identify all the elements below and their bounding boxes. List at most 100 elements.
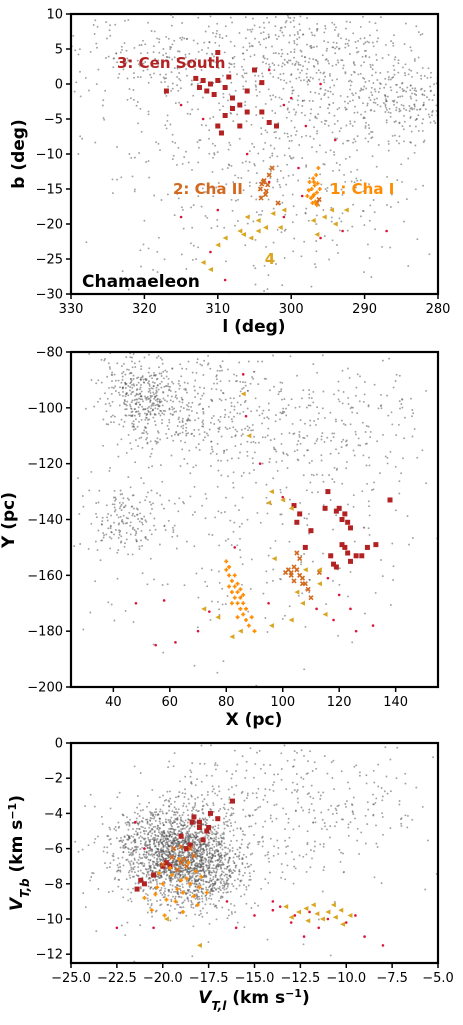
field-star-point [161,853,163,856]
field-star-point [207,354,210,357]
field-star-point [352,449,355,452]
field-star-point [163,884,166,887]
field-star-point [116,870,118,873]
field-star-point [199,872,201,875]
field-star-point [313,419,316,422]
field-star-point [168,418,171,421]
field-star-point [142,853,145,856]
field-star-point [171,831,174,834]
field-star-point [354,92,357,95]
field-star-point [221,887,224,890]
field-star-point [202,439,205,442]
field-star-point [163,525,166,528]
field-star-point [251,457,254,460]
field-star-point [217,810,220,812]
field-star-point [299,15,302,18]
x-member-point [297,556,303,562]
field-star-point [215,888,217,891]
field-star-point [182,906,185,909]
field-star-point [321,474,324,477]
field-star-point [209,894,212,897]
field-star-point [159,438,162,441]
field-star-point [298,435,301,438]
field-star-point [173,752,176,755]
field-star-point [431,109,434,112]
field-star-point [181,820,184,823]
field-star-point [183,502,185,505]
field-star-point [365,425,368,427]
field-star-point [221,168,224,171]
field-star-point [244,384,247,387]
field-star-point [119,51,122,54]
field-star-point [120,365,123,368]
field-star-point [137,63,140,66]
field-star-point [155,389,158,392]
field-star-point [169,123,172,126]
field-star-point [363,381,366,383]
field-star-point [148,405,150,408]
field-star-point [233,45,236,47]
field-star-point [212,804,215,807]
field-star-point [186,112,189,115]
field-star-point [272,446,275,449]
field-star-point [297,61,300,64]
field-star-point [195,371,198,374]
field-star-point [219,369,221,372]
field-star-point [118,862,121,865]
field-star-point [179,363,182,366]
field-star-point [301,592,304,595]
plus-member-point [311,176,316,181]
field-star-point [194,784,197,787]
field-star-point [223,846,226,849]
field-star-point [301,100,304,102]
field-star-point [250,907,253,909]
square-member-point [331,561,337,567]
field-star-point [149,394,152,397]
field-star-point [218,608,221,611]
field-star-point [78,512,81,515]
field-star-point [402,104,405,107]
field-star-point [275,450,278,453]
field-star-point [290,134,293,137]
field-star-point [181,828,184,830]
field-star-point [169,389,172,392]
field-star-point [303,668,306,671]
field-star-point [399,407,401,410]
plus-member-point [252,629,257,634]
field-star-point [216,382,219,385]
field-star-point [239,549,241,551]
field-star-point [398,480,401,483]
field-star-point [174,813,177,816]
field-star-point [365,464,368,467]
field-star-point [209,452,212,455]
field-star-point [304,114,306,117]
field-star-point [281,523,284,526]
field-star-point [117,549,120,552]
field-star-point [143,356,146,359]
field-star-point [327,96,330,99]
dot-member-point [354,629,358,633]
field-star-point [268,457,271,460]
field-star-point [149,906,152,909]
field-star-point [403,120,406,123]
field-star-point [132,835,135,838]
field-star-point [169,822,172,825]
field-star-point [378,87,381,90]
field-star-point [298,825,301,828]
field-star-point [394,465,397,468]
field-star-point [380,404,383,407]
field-star-point [191,371,194,374]
field-star-point [166,583,169,586]
field-star-point [406,826,409,829]
field-star-point [403,72,406,74]
field-star-point [176,425,179,427]
field-star-point [371,68,374,71]
field-star-point [209,421,212,424]
field-star-point [133,399,136,401]
field-star-point [252,870,255,873]
field-star-point [329,836,331,839]
field-star-point [329,452,332,455]
field-star-point [333,901,336,903]
field-star-point [152,374,155,377]
field-star-point [338,106,341,109]
